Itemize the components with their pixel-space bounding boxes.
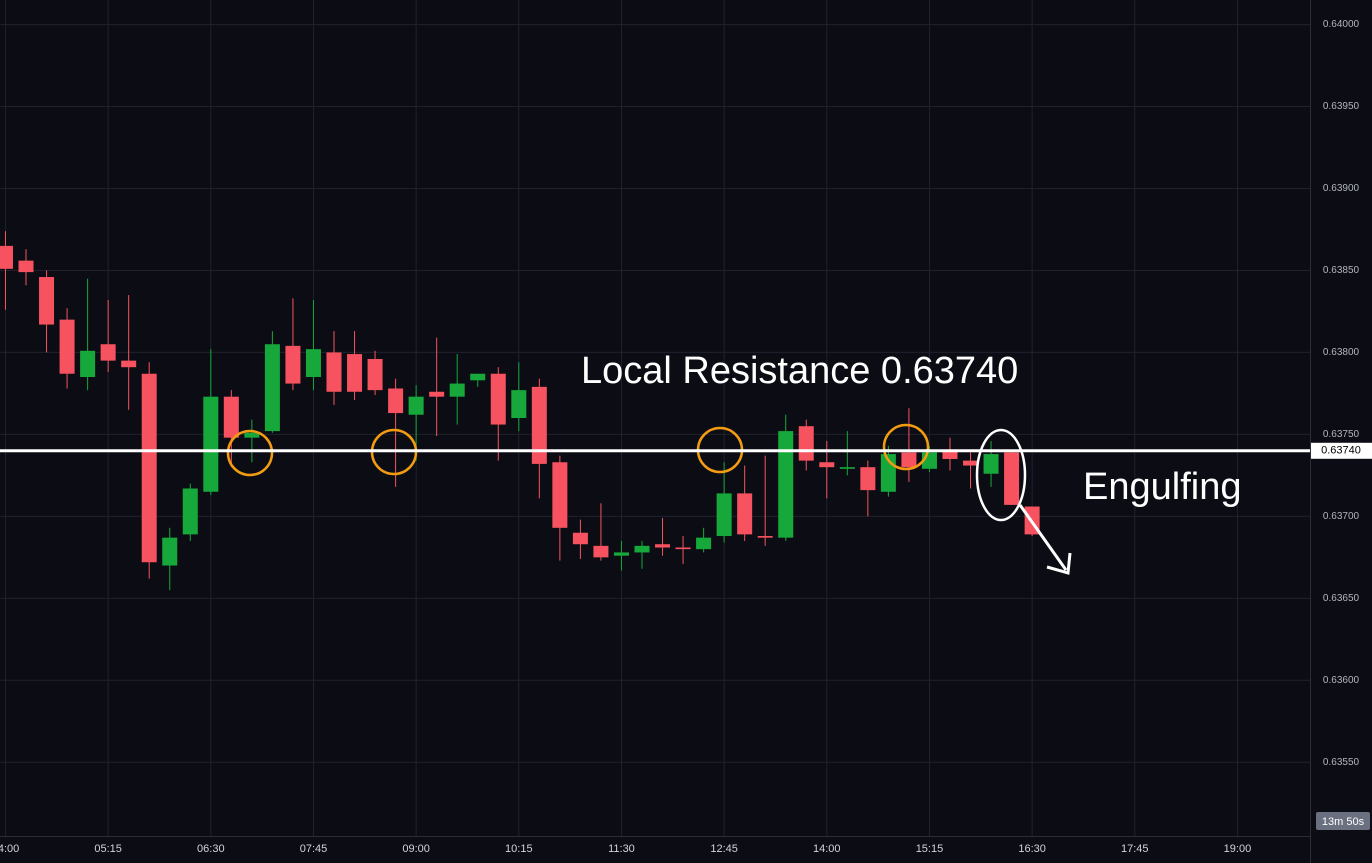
candle-body (141, 373, 157, 563)
candle-body (59, 319, 75, 374)
candle-body (572, 532, 588, 545)
engulfing-ellipse (975, 428, 1027, 522)
candle-body (983, 454, 999, 474)
annotation: Engulfing (1083, 466, 1241, 508)
x-tick-label: 19:00 (1224, 843, 1252, 855)
touch-circle (226, 429, 274, 477)
y-tick-label: 0.63900 (1323, 183, 1360, 194)
countdown-badge (1316, 812, 1370, 830)
candle-body (305, 349, 321, 378)
candle-body (223, 396, 239, 438)
price-tag (1311, 442, 1372, 459)
candle-body (285, 345, 301, 384)
candle-body (80, 350, 96, 378)
x-tick-label: 11:30 (608, 843, 635, 855)
y-tick-label: 0.63750 (1323, 429, 1360, 440)
candle-body (326, 352, 342, 392)
y-tick-label: 0.63550 (1323, 757, 1360, 768)
candle-body (388, 388, 404, 414)
axes: 0.63550 0.63600 0.63650 0.63700 0.63750 0.638… (0, 19, 1360, 855)
x-tick-label: 06:30 (197, 843, 225, 855)
candle-body (121, 360, 137, 368)
candle-body (470, 373, 486, 381)
candle-body (182, 488, 198, 535)
y-tick-label: 0.64000 (1323, 19, 1360, 30)
candle-body (264, 344, 280, 432)
candle-body (634, 545, 650, 553)
candle-body (408, 396, 424, 415)
candle-body (675, 547, 691, 550)
candle-body (696, 537, 712, 550)
candle-body (1004, 452, 1020, 505)
candle-body (18, 260, 34, 273)
x-tick-label: 10:15 (505, 843, 533, 855)
candle-body (963, 460, 979, 466)
candle-body (367, 358, 383, 391)
y-tick-label: 0.63700 (1323, 511, 1360, 522)
candle-body (819, 462, 835, 468)
candle-body (798, 426, 814, 461)
touch-circle (882, 423, 930, 471)
candle-body (531, 386, 547, 464)
x-tick-label: 17:45 (1121, 843, 1149, 855)
candle-body (901, 452, 917, 468)
candle-body (347, 354, 363, 392)
candle-body (778, 431, 794, 538)
candle-body (839, 467, 855, 469)
y-tick-label: 0.63600 (1323, 675, 1360, 686)
x-tick-label: 05:15 (94, 843, 122, 855)
x-tick-label: 09:00 (402, 843, 430, 855)
candle-body (449, 383, 465, 397)
candle-body (655, 544, 671, 548)
candle-body (429, 391, 445, 397)
candle-body (613, 552, 629, 556)
x-tick-label: 15:15 (916, 843, 944, 855)
candle-body (511, 390, 527, 418)
y-tick-label: 0.63650 (1323, 593, 1360, 604)
candle-body (0, 245, 13, 269)
candle-body (942, 450, 958, 459)
x-tick-label: 07:45 (300, 843, 328, 855)
x-tick-label: 12:45 (710, 843, 738, 855)
y-tick-label: 0.63950 (1323, 101, 1360, 112)
y-tick-label: 0.63850 (1323, 265, 1360, 276)
countdown: 13m 50s (1322, 816, 1365, 828)
candle-body (593, 545, 609, 558)
x-tick-label: 04:00 (0, 843, 19, 855)
candle-body (490, 373, 506, 425)
candle-body (39, 277, 55, 325)
candle-body (716, 493, 732, 537)
y-tick-label: 0.63800 (1323, 347, 1360, 358)
x-tick-label: 14:00 (813, 843, 841, 855)
candle-body (162, 537, 178, 566)
x-tick-label: 16:30 (1018, 843, 1046, 855)
arrow (1018, 504, 1072, 575)
candle-body (100, 344, 116, 361)
candle-body (552, 462, 568, 528)
candle-body (737, 493, 753, 535)
candle-body (203, 396, 219, 492)
price-tag-label: 0.63740 (1321, 445, 1361, 457)
candle-body (244, 432, 260, 438)
candle-body (860, 467, 876, 491)
candle-body (757, 536, 773, 538)
annotation: Local Resistance 0.63740 (581, 350, 1018, 392)
